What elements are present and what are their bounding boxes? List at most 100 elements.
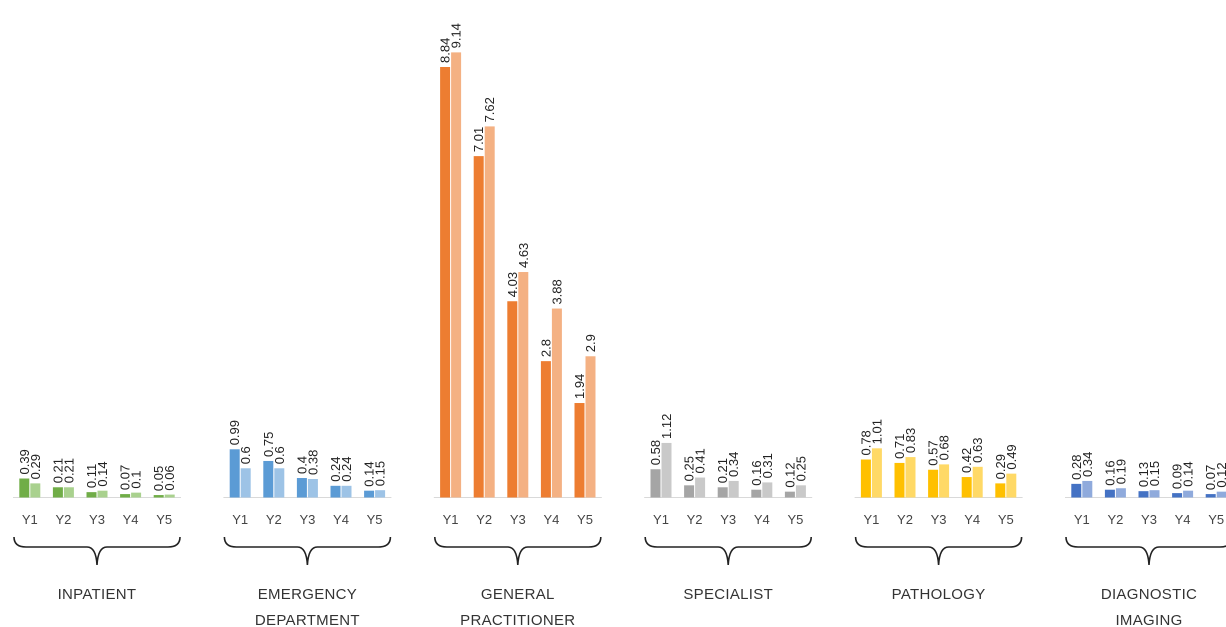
- bar: [540, 361, 551, 498]
- x-tick-label: Y1: [1074, 512, 1090, 527]
- bar: [995, 483, 1006, 498]
- data-label: 0.21: [715, 458, 730, 483]
- bar: [972, 466, 983, 498]
- bar: [574, 403, 585, 498]
- bar: [650, 469, 661, 498]
- bar: [905, 457, 916, 498]
- data-label: 0.58: [648, 440, 663, 465]
- data-label: 0.25: [682, 456, 697, 481]
- bar: [894, 462, 905, 498]
- x-tick-label: Y4: [964, 512, 980, 527]
- bar: [728, 480, 739, 498]
- category-label: INPATIENT: [58, 586, 137, 603]
- data-label: 9.14: [449, 23, 464, 48]
- data-label: 0.28: [1069, 455, 1084, 480]
- bar: [860, 459, 871, 498]
- x-tick-label: Y2: [266, 512, 282, 527]
- data-label: 0.07: [118, 465, 133, 490]
- bar: [97, 490, 108, 498]
- data-label: 1.94: [572, 374, 587, 399]
- x-tick-label: Y4: [754, 512, 770, 527]
- x-tick-label: Y4: [123, 512, 139, 527]
- data-label: 1.12: [659, 414, 674, 439]
- data-label: 0.57: [926, 440, 941, 465]
- bar: [1205, 494, 1216, 498]
- bar: [961, 477, 972, 498]
- x-tick-label: Y3: [89, 512, 105, 527]
- data-label: 0.39: [17, 449, 32, 474]
- category-label: EMERGENCY: [258, 586, 357, 603]
- bar: [1082, 480, 1093, 498]
- category-label: DIAGNOSTIC: [1101, 586, 1197, 603]
- bar: [131, 492, 142, 498]
- bar: [939, 464, 950, 498]
- bar: [120, 494, 131, 498]
- x-tick-label: Y4: [543, 512, 559, 527]
- bar: [307, 478, 318, 498]
- data-label: 0.15: [373, 461, 388, 486]
- data-label: 0.21: [50, 458, 65, 483]
- data-label: 0.29: [28, 454, 43, 479]
- x-tick-label: Y5: [787, 512, 803, 527]
- bar: [30, 483, 41, 498]
- bar: [153, 495, 164, 498]
- data-label: 0.34: [1080, 452, 1095, 477]
- data-label: 0.21: [61, 458, 76, 483]
- bar: [871, 448, 882, 498]
- bar: [1104, 489, 1115, 498]
- data-label: 0.78: [858, 430, 873, 455]
- bar: [551, 308, 562, 498]
- x-tick-label: Y1: [22, 512, 38, 527]
- data-label: 0.25: [793, 456, 808, 481]
- bar: [473, 156, 484, 498]
- data-label: 0.13: [1136, 462, 1151, 487]
- data-label: 2.8: [538, 339, 553, 357]
- bar: [52, 487, 63, 498]
- data-label: 0.06: [162, 465, 177, 490]
- bar: [507, 301, 518, 498]
- data-label: 0.12: [782, 462, 797, 487]
- x-tick-label: Y3: [299, 512, 315, 527]
- data-label: 7.01: [471, 127, 486, 152]
- data-label: 0.14: [95, 461, 110, 486]
- bar: [1149, 490, 1160, 498]
- bar: [375, 490, 386, 498]
- data-label: 0.12: [1214, 462, 1226, 487]
- data-label: 3.88: [549, 279, 564, 304]
- data-label: 1.01: [869, 419, 884, 444]
- data-label: 0.68: [937, 435, 952, 460]
- category-label: PATHOLOGY: [892, 586, 986, 603]
- x-tick-label: Y2: [476, 512, 492, 527]
- x-tick-label: Y2: [687, 512, 703, 527]
- bar: [240, 468, 251, 498]
- data-label: 0.29: [993, 454, 1008, 479]
- bar: [518, 272, 529, 498]
- data-label: 0.49: [1004, 444, 1019, 469]
- bar: [229, 449, 240, 498]
- bar: [1006, 473, 1017, 498]
- data-label: 0.41: [693, 448, 708, 473]
- x-tick-label: Y2: [897, 512, 913, 527]
- x-tick-label: Y1: [443, 512, 459, 527]
- data-label: 0.83: [903, 428, 918, 453]
- data-label: 2.9: [583, 334, 598, 352]
- bar: [795, 485, 806, 498]
- category-label: DEPARTMENT: [255, 612, 360, 627]
- bar: [164, 494, 175, 498]
- data-label: 7.62: [482, 97, 497, 122]
- bar: [1183, 490, 1194, 498]
- data-label: 0.24: [328, 456, 343, 481]
- data-label: 0.16: [1102, 460, 1117, 485]
- bar: [1115, 488, 1126, 498]
- category-label: IMAGING: [1115, 612, 1182, 627]
- x-tick-label: Y2: [55, 512, 71, 527]
- data-label: 4.63: [516, 243, 531, 268]
- group-brace: [223, 536, 392, 566]
- data-label: 0.15: [1147, 461, 1162, 486]
- bar: [695, 477, 706, 498]
- data-label: 0.14: [362, 461, 377, 486]
- group-brace: [13, 536, 181, 566]
- data-label: 0.71: [892, 434, 907, 459]
- x-tick-label: Y3: [720, 512, 736, 527]
- bar: [330, 485, 341, 498]
